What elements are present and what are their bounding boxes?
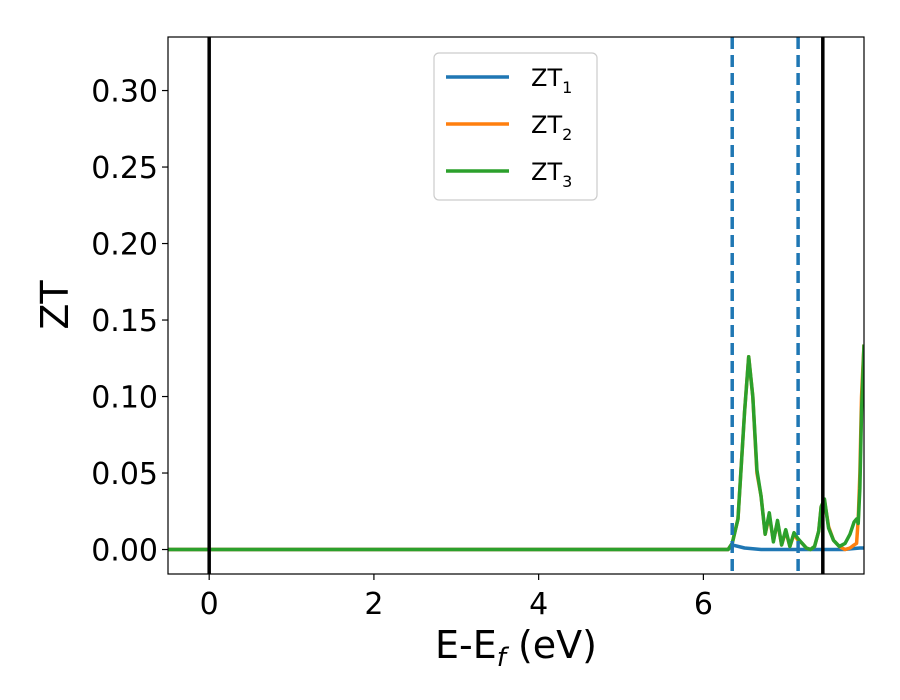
legend-label-zt2: ZT2 bbox=[531, 111, 572, 144]
x-tick-label: 6 bbox=[694, 587, 713, 622]
y-tick-label: 0.20 bbox=[91, 228, 158, 263]
x-axis-label: E-Ef (eV) bbox=[435, 623, 597, 673]
vertical-lines bbox=[207, 37, 825, 574]
x-ticks: 0 2 4 6 bbox=[200, 574, 713, 622]
legend: ZT1 ZT2 ZT3 bbox=[433, 52, 598, 201]
legend-label-zt1: ZT1 bbox=[531, 64, 572, 97]
plot-frame bbox=[167, 36, 865, 575]
series-layer bbox=[168, 344, 864, 552]
x-axis-label-unit: (eV) bbox=[506, 623, 597, 667]
x-tick-label: 4 bbox=[529, 587, 548, 622]
y-tick-label: 0.15 bbox=[91, 304, 158, 339]
legend-label-zt3: ZT3 bbox=[531, 158, 572, 191]
y-ticks: 0.00 0.05 0.10 0.15 0.20 0.25 0.30 bbox=[91, 75, 168, 569]
y-axis-label: ZT bbox=[33, 280, 77, 330]
y-tick-label: 0.10 bbox=[91, 381, 158, 416]
legend-frame bbox=[433, 52, 598, 201]
y-tick-label: 0.00 bbox=[91, 534, 158, 569]
x-tick-label: 0 bbox=[200, 587, 219, 622]
y-tick-label: 0.05 bbox=[91, 457, 158, 492]
y-tick-label: 0.30 bbox=[91, 75, 158, 110]
series-line-zt2 bbox=[168, 344, 864, 552]
series-line-zt3 bbox=[168, 344, 864, 552]
y-tick-label: 0.25 bbox=[91, 151, 158, 186]
x-tick-label: 2 bbox=[364, 587, 383, 622]
